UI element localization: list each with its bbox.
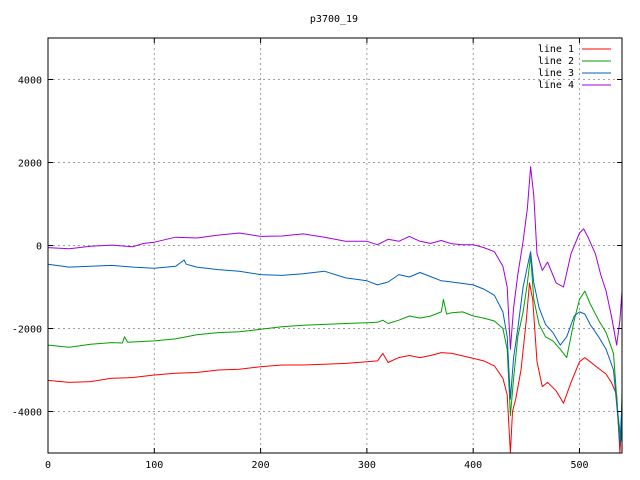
x-tick-label: 0 [45, 460, 51, 471]
legend-label: line 4 [538, 80, 574, 91]
legend-label: line 1 [538, 44, 574, 55]
chart-title: p3700_19 [310, 14, 358, 25]
axis-ticks: 0 100 200 300 400 500 -4000 -2000 0 2000 4000 [12, 38, 622, 471]
y-tick-label: -2000 [12, 325, 42, 336]
y-tick-label: 0 [36, 242, 42, 253]
series-line-2 [47, 255, 623, 442]
legend-label: line 3 [538, 68, 574, 79]
y-tick-label: -4000 [12, 408, 42, 419]
x-tick-label: 100 [145, 460, 163, 471]
legend-label: line 2 [538, 56, 574, 67]
x-tick-label: 500 [570, 460, 588, 471]
x-tick-label: 300 [358, 460, 376, 471]
series-line-4 [47, 166, 623, 350]
y-tick-label: 4000 [18, 76, 42, 87]
y-tick-label: 2000 [18, 159, 42, 170]
series-line-1 [47, 282, 623, 454]
x-tick-label: 400 [464, 460, 482, 471]
x-tick-label: 200 [252, 460, 270, 471]
grid-lines [48, 38, 622, 453]
series-line-3 [47, 251, 623, 446]
series-lines [47, 166, 623, 454]
